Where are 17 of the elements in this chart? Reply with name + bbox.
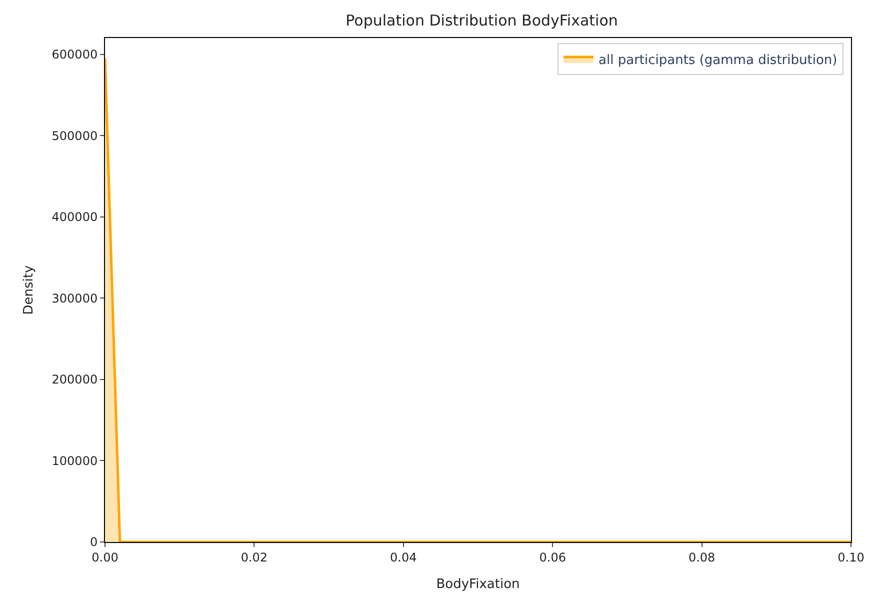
x-tick-label: 0.10: [838, 550, 864, 564]
y-tick-label: 500000: [52, 128, 98, 143]
y-tick-label: 0: [90, 535, 98, 550]
y-tick-label: 400000: [52, 210, 98, 224]
y-tick-label: 100000: [52, 454, 98, 468]
y-tick-label: 600000: [52, 47, 98, 62]
chart-title: Population Distribution BodyFixation: [346, 12, 618, 30]
y-tick-label: 300000: [52, 291, 98, 306]
legend-label: all participants (gamma distribution): [598, 53, 838, 68]
x-axis-title: BodyFixation: [436, 577, 520, 592]
x-tick-label: 0.00: [92, 550, 118, 564]
y-tick-label: 200000: [52, 372, 98, 387]
x-tick-label: 0.02: [240, 550, 268, 564]
y-axis-title: Density: [22, 264, 37, 315]
x-tick-label: 0.06: [539, 550, 566, 564]
x-tick-label: 0.04: [390, 550, 417, 564]
x-tick-label: 0.08: [688, 550, 716, 564]
